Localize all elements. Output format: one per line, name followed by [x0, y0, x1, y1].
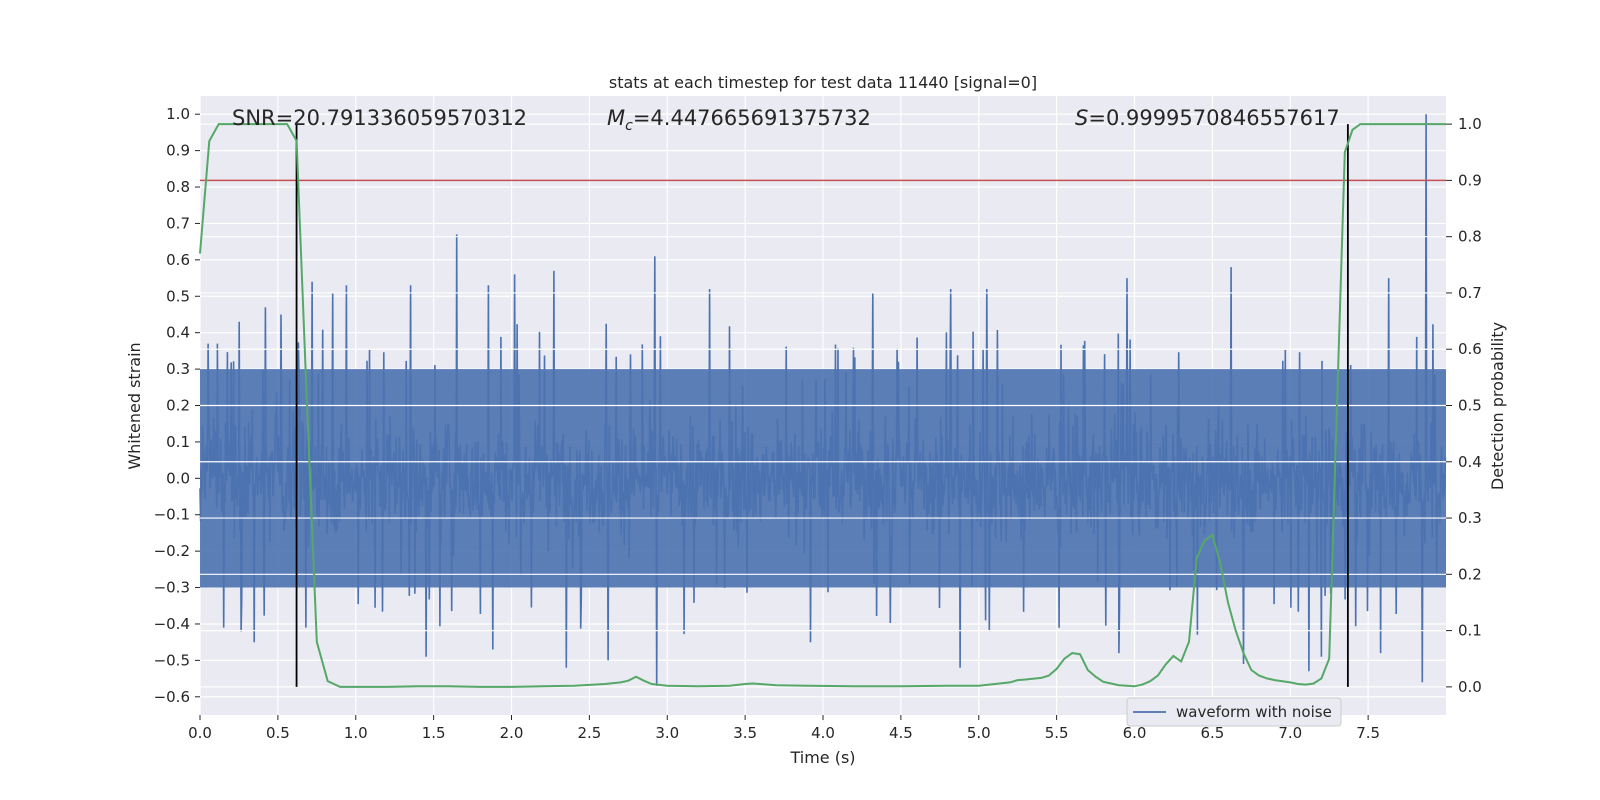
y-tick-label: −0.3 [154, 579, 190, 597]
y2-tick-label: 0.2 [1458, 565, 1482, 583]
chirp-mass-value: =4.447665691375732 [633, 106, 871, 130]
y-tick-label: 0.3 [166, 360, 190, 378]
x-tick-label: 5.0 [967, 724, 991, 742]
x-tick-label: 4.0 [811, 724, 835, 742]
chirp-mass-annotation: Mc=4.447665691375732 [607, 106, 871, 134]
score-symbol: S [1075, 106, 1088, 130]
x-tick-label: 3.5 [733, 724, 757, 742]
y-tick-label: 0.4 [166, 324, 190, 342]
y-tick-label: −0.6 [154, 688, 190, 706]
chart-overlays [199, 123, 1446, 688]
y-tick-label: 0.2 [166, 397, 190, 415]
y-tick-label: 0.7 [166, 214, 190, 232]
y-tick-label: −0.4 [154, 615, 190, 633]
x-tick-label: 7.5 [1356, 724, 1380, 742]
x-tick-label: 0.5 [266, 724, 290, 742]
x-tick-label: 7.0 [1278, 724, 1302, 742]
x-tick-label: 2.5 [577, 724, 601, 742]
x-tick-label: 2.0 [500, 724, 524, 742]
x-axis-label: Time (s) [789, 748, 855, 767]
legend: waveform with noise [1126, 697, 1342, 727]
x-tick-label: 1.5 [422, 724, 446, 742]
x-tick-label: 6.0 [1123, 724, 1147, 742]
y-tick-label: 0.6 [166, 251, 190, 269]
y-tick-label: 0.9 [166, 142, 190, 160]
y-tick-label: −0.2 [154, 542, 190, 560]
chart-title: stats at each timestep for test data 114… [609, 73, 1037, 92]
y2-tick-label: 0.7 [1458, 284, 1482, 302]
y-tick-label: 0.0 [166, 469, 190, 487]
y-tick-labels: 1.0 0.9 0.8 0.7 0.6 0.5 0.4 0.3 0.2 0.1 0.0 −0.1 −0.… [154, 105, 200, 706]
score-annotation: S=0.9999570846557617 [1075, 106, 1340, 130]
y2-tick-label: 0.4 [1458, 453, 1482, 471]
snr-annotation: SNR=20.791336059570312 [232, 106, 527, 130]
y-tick-label: 0.5 [166, 287, 190, 305]
y-tick-label: 0.8 [166, 178, 190, 196]
x-tick-label: 6.5 [1200, 724, 1224, 742]
legend-label-waveform: waveform with noise [1176, 703, 1332, 721]
detection-probability-line [199, 123, 1446, 688]
y-axis-label: Whitened strain [125, 342, 144, 469]
waveform-core-band [200, 369, 1446, 588]
y2-tick-labels: 1.0 0.9 0.8 0.7 0.6 0.5 0.4 0.3 0.2 0.1 0.0 [1446, 115, 1482, 696]
y2-tick-label: 0.5 [1458, 397, 1482, 415]
y-tick-label: 1.0 [166, 105, 190, 123]
score-value: =0.9999570846557617 [1088, 106, 1339, 130]
y-tick-label: −0.5 [154, 651, 190, 669]
x-tick-label: 0.0 [188, 724, 212, 742]
y2-axis-label: Detection probability [1488, 322, 1507, 490]
legend-box [1126, 697, 1342, 727]
x-tick-label: 3.0 [655, 724, 679, 742]
x-tick-label: 5.5 [1045, 724, 1069, 742]
y2-tick-label: 1.0 [1458, 115, 1482, 133]
x-tick-labels: 0.0 0.5 1.0 1.5 2.0 2.5 3.0 3.5 4.0 4.5 5.0 5.5 6.0 6… [188, 715, 1380, 742]
y2-tick-label: 0.8 [1458, 228, 1482, 246]
x-tick-label: 4.5 [889, 724, 913, 742]
chirp-mass-symbol: M [607, 106, 625, 130]
chirp-mass-subscript: c [625, 118, 633, 134]
y2-tick-label: 0.1 [1458, 622, 1482, 640]
y-tick-label: 0.1 [166, 433, 190, 451]
x-tick-label: 1.0 [344, 724, 368, 742]
y-tick-label: −0.1 [154, 506, 190, 524]
y2-tick-label: 0.3 [1458, 509, 1482, 527]
y2-tick-label: 0.0 [1458, 678, 1482, 696]
y2-tick-label: 0.6 [1458, 340, 1482, 358]
y2-tick-label: 0.9 [1458, 171, 1482, 189]
